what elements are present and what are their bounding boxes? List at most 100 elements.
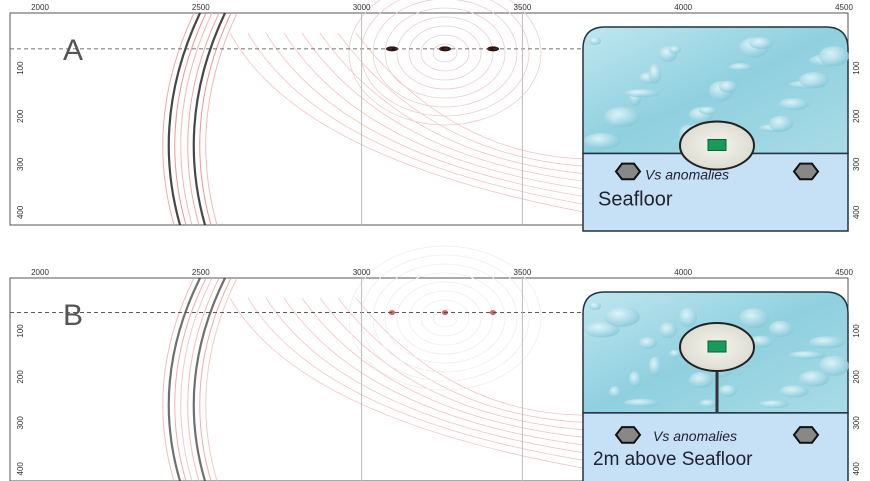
droplet [609, 386, 621, 399]
anomaly-label: Vs anomalies [645, 166, 729, 182]
ripple [372, 263, 518, 373]
wavefront [319, 297, 601, 432]
ripple [360, 254, 530, 382]
x-tick-label: 3500 [514, 3, 532, 12]
wavefront [192, 12, 226, 226]
anomaly [792, 162, 820, 181]
droplet [719, 80, 737, 93]
droplet [584, 133, 620, 150]
x-tick-label: 3500 [514, 268, 532, 277]
anomaly [614, 162, 642, 181]
ripple [420, 299, 470, 337]
ripple [360, 0, 530, 117]
anomaly [614, 426, 642, 444]
wavefront [167, 12, 201, 226]
x-tick-label: 4000 [674, 268, 692, 277]
wavefront [247, 32, 601, 208]
droplet [629, 371, 641, 388]
wavefront [187, 12, 220, 226]
seafloor [582, 412, 849, 481]
droplet [699, 399, 717, 408]
droplet [584, 321, 620, 338]
ripple [432, 43, 458, 63]
wavefront [283, 297, 601, 448]
droplet [624, 89, 660, 98]
ripple [348, 245, 542, 391]
y-tick-label: 100 [852, 61, 861, 75]
droplet [799, 72, 829, 89]
wavefront [319, 32, 601, 176]
droplet [604, 306, 640, 327]
anomaly-label: Vs anomalies [653, 428, 737, 444]
y-tick-label: 300 [852, 157, 861, 171]
wavefront [265, 32, 601, 200]
x-tick-label: 4500 [835, 268, 853, 277]
droplet [649, 356, 661, 377]
ripple [372, 0, 518, 108]
droplet [759, 400, 789, 409]
droplet [604, 107, 640, 128]
y-tick-label: 100 [16, 324, 25, 338]
x-tick-label: 4000 [674, 3, 692, 12]
wavefront [162, 12, 195, 226]
y-tick-label: 300 [16, 416, 25, 430]
droplet [769, 320, 793, 337]
x-tick-label: 2000 [31, 268, 49, 277]
x-tick-label: 2000 [31, 3, 49, 12]
wavefront [247, 297, 601, 464]
droplet [659, 322, 677, 339]
ripple [348, 0, 542, 126]
droplet [719, 384, 737, 397]
wavefront [301, 297, 601, 440]
ripple [408, 290, 482, 346]
ripple [396, 16, 494, 90]
wavefront [265, 297, 601, 456]
droplet [769, 115, 793, 132]
wavefront [205, 277, 238, 481]
droplet [779, 385, 809, 398]
wavefront [174, 277, 207, 481]
wavefront [199, 277, 232, 481]
droplet [649, 63, 661, 84]
y-tick-label: 400 [16, 205, 25, 219]
droplet [819, 355, 849, 376]
sensor [707, 340, 727, 353]
wavefront [192, 277, 226, 481]
droplet [789, 351, 825, 360]
droplet [639, 337, 657, 349]
droplet [699, 106, 717, 115]
wavefront [162, 277, 195, 481]
y-tick-label: 300 [16, 157, 25, 171]
droplet [809, 336, 845, 349]
wavefront [229, 297, 601, 472]
ripple [420, 34, 470, 72]
droplet [739, 308, 769, 329]
panel-label: A [63, 34, 83, 67]
droplet [819, 46, 849, 67]
wavefront [167, 277, 201, 481]
droplet [779, 98, 809, 111]
y-tick-label: 200 [16, 109, 25, 123]
droplet [589, 302, 601, 310]
x-tick-label: 3000 [353, 268, 371, 277]
wavefront [199, 12, 232, 226]
panel: 2000 2500 3000 3500 4000 4500 100 100 200 200 300 3… [9, 245, 861, 481]
droplet [749, 335, 773, 348]
y-tick-label: 100 [16, 61, 25, 75]
wavefront [229, 32, 601, 216]
droplet [689, 372, 713, 388]
droplet [729, 63, 753, 72]
y-tick-label: 400 [852, 462, 861, 476]
droplet [669, 45, 681, 54]
panel: 2000 2500 3000 3500 4000 4500 100 100 200 200 300 3… [9, 0, 861, 232]
y-tick-label: 300 [852, 416, 861, 430]
droplet [799, 370, 829, 387]
ripple [384, 7, 506, 99]
wavefront [205, 12, 238, 226]
droplet [679, 307, 697, 328]
wavefront [337, 32, 601, 168]
ripple [432, 308, 458, 328]
ripple [396, 281, 494, 355]
position-label: Seafloor [598, 188, 673, 210]
